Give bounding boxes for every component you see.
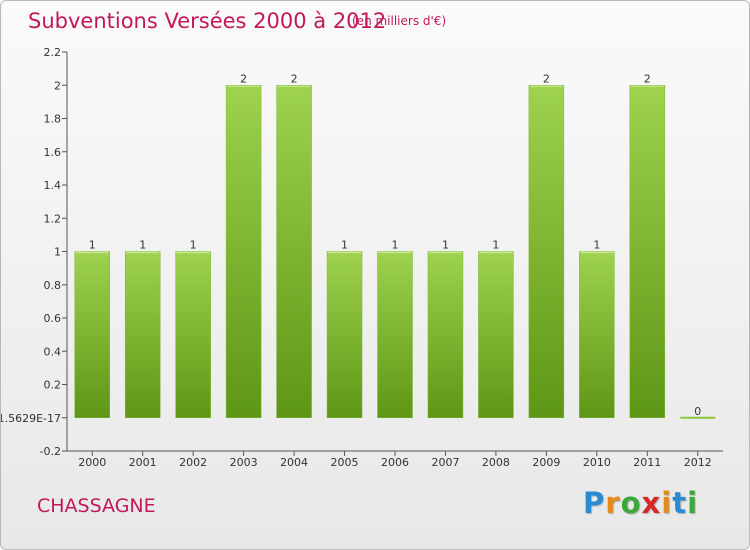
y-tick-label: 1.4 [44,179,62,192]
bar-2000 [74,251,110,418]
logo-letter: P [583,486,606,520]
y-tick-label: 1.8 [44,113,62,126]
bar-2011 [629,85,666,418]
logo-letter: r [605,486,621,520]
x-tick-label: 2009 [532,456,560,469]
x-tick-label: 2001 [129,456,157,469]
x-tick-label: 2012 [684,456,712,469]
data-label: 1 [341,239,348,252]
bar-2006 [377,251,413,418]
y-tick-label: 0.2 [44,379,62,392]
data-label: 1 [139,239,146,252]
y-tick-label: 1.6 [44,146,62,159]
data-label: 0 [694,405,701,418]
x-tick-label: 2006 [381,456,409,469]
y-tick-label: 1 [54,246,61,259]
data-label: 1 [442,239,449,252]
data-label: 1 [593,239,600,252]
bar-2002 [175,251,211,418]
y-tick-label: -1.5629E-17 [1,412,61,425]
x-tick-label: 2008 [482,456,510,469]
logo-letter: i [687,486,699,520]
data-label: 2 [240,72,247,85]
data-label: 2 [291,72,298,85]
x-tick-label: 2003 [230,456,258,469]
y-tick-label: 0.6 [44,312,62,325]
bar-2008 [478,251,514,418]
x-tick-label: 2005 [331,456,359,469]
y-tick-label: 0.8 [44,279,62,292]
bar-2004 [276,85,312,418]
y-tick-label: 1.2 [44,212,62,225]
bar-2001 [124,251,161,418]
x-tick-label: 2004 [280,456,308,469]
bar-2009 [528,85,565,418]
y-tick-label: -0.2 [40,445,61,458]
y-tick-label: 0.4 [44,345,62,358]
logo-letter: t [672,486,688,520]
bar-2005 [326,251,363,418]
x-tick-label: 2002 [179,456,207,469]
y-tick-label: 2.2 [44,46,62,59]
x-tick-label: 2007 [431,456,459,469]
data-label: 1 [392,239,399,252]
data-label: 2 [543,72,550,85]
data-label: 1 [492,239,499,252]
x-tick-label: 2010 [583,456,611,469]
y-tick-label: 2 [54,79,61,92]
bar-2003 [225,85,262,418]
data-label: 1 [190,239,197,252]
logo-letter: x [641,486,662,520]
data-label: 2 [644,72,651,85]
bar-2012 [680,416,716,419]
logo-letter: i [661,486,673,520]
bar-2010 [579,251,615,418]
x-tick-label: 2000 [78,456,106,469]
chart-subtitle: (en milliers d'€) [352,14,447,28]
logo-letter: o [620,486,642,520]
commune-name: CHASSAGNE [37,495,156,517]
proxiti-logo: Proxiti [583,486,698,520]
data-label: 1 [89,239,96,252]
chart-title: Subventions Versées 2000 à 2012 [28,9,387,33]
x-tick-label: 2011 [633,456,661,469]
bar-2007 [427,251,464,418]
